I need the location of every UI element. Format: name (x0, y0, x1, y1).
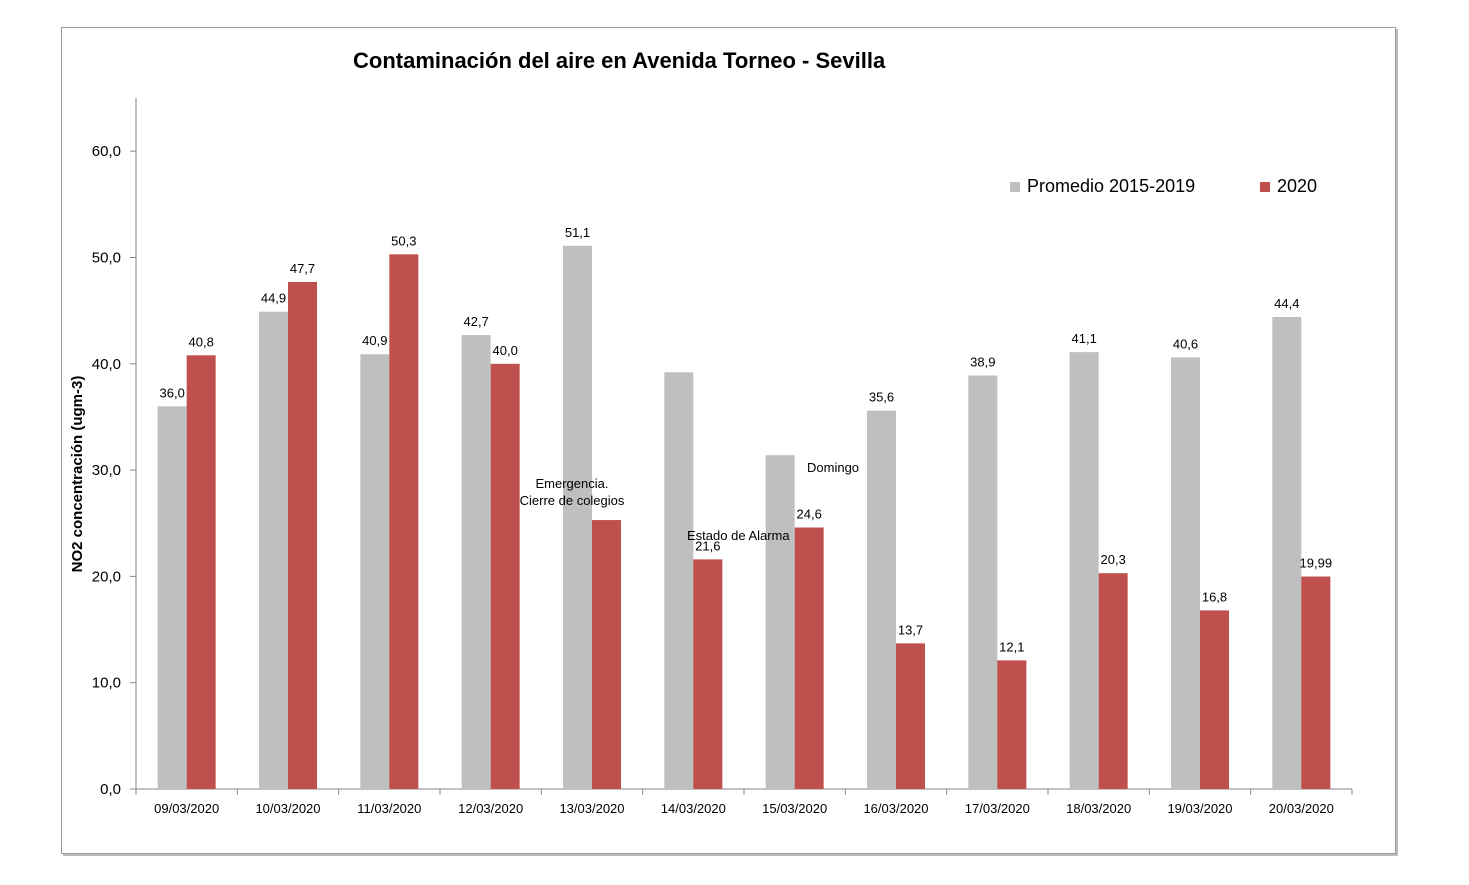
annotation-line: Emergencia. (536, 476, 609, 491)
bar-2020 (794, 527, 824, 789)
x-tick-label: 19/03/2020 (1167, 801, 1232, 816)
annotation-line: Estado de Alarma (687, 528, 790, 543)
bar-promedio (259, 311, 288, 789)
bar-2020 (389, 254, 419, 789)
bar-2020 (997, 660, 1027, 789)
x-tick-label: 11/03/2020 (357, 801, 421, 816)
bar-promedio (563, 245, 592, 789)
data-label: 16,8 (1202, 589, 1227, 604)
data-label: 12,1 (999, 639, 1024, 654)
bar-promedio (968, 375, 998, 789)
y-tick-label: 30,0 (92, 462, 121, 479)
data-label: 40,9 (362, 333, 387, 348)
data-label: 41,1 (1072, 331, 1097, 346)
data-label: 21,6 (695, 538, 720, 553)
chart-frame: Contaminación del aire en Avenida Torneo… (61, 27, 1396, 854)
annotation-line: Cierre de colegios (520, 493, 625, 508)
data-label: 47,7 (290, 261, 315, 276)
x-tick-label: 17/03/2020 (965, 801, 1030, 816)
data-label: 44,4 (1274, 296, 1299, 311)
chart-title: Contaminación del aire en Avenida Torneo… (353, 48, 886, 73)
annotation: Estado de Alarma (687, 528, 790, 543)
y-axis-label: NO2 concentración (ugm-3) (69, 376, 86, 573)
bar-2020 (1098, 573, 1128, 789)
bar-promedio (765, 455, 795, 789)
bar-2020 (693, 559, 723, 789)
data-label: 24,6 (797, 507, 822, 522)
legend-label: 2020 (1277, 176, 1317, 196)
y-tick-label: 60,0 (92, 143, 121, 160)
x-tick-label: 15/03/2020 (762, 801, 827, 816)
bar-2020 (288, 281, 317, 789)
bar-2020 (186, 355, 216, 789)
y-tick-label: 50,0 (92, 250, 121, 267)
data-label: 44,9 (261, 291, 286, 306)
bar-promedio (1272, 317, 1302, 789)
annotation: Domingo (807, 460, 859, 475)
legend-label: Promedio 2015-2019 (1027, 176, 1195, 196)
x-tick-label: 13/03/2020 (559, 801, 624, 816)
data-label: 35,6 (869, 390, 894, 405)
bar-2020 (896, 643, 925, 789)
bar-promedio (461, 335, 491, 789)
data-label: 13,7 (898, 622, 923, 637)
bar-promedio (867, 410, 896, 789)
bar-2020 (490, 363, 520, 789)
x-tick-label: 12/03/2020 (458, 801, 523, 816)
x-tick-label: 10/03/2020 (255, 801, 320, 816)
x-tick-label: 18/03/2020 (1066, 801, 1131, 816)
x-tick-label: 20/03/2020 (1269, 801, 1334, 816)
x-tick-label: 16/03/2020 (863, 801, 928, 816)
annotation-line: Domingo (807, 460, 859, 475)
data-label: 20,3 (1101, 552, 1126, 567)
data-label: 19,99 (1300, 556, 1333, 571)
bar-promedio (1069, 352, 1099, 789)
bar-2020 (1200, 610, 1229, 789)
y-tick-label: 10,0 (92, 675, 121, 692)
x-tick-label: 14/03/2020 (661, 801, 726, 816)
y-tick-label: 40,0 (92, 356, 121, 373)
data-label: 50,3 (391, 233, 416, 248)
x-tick-label: 09/03/2020 (154, 801, 219, 816)
bar-2020 (592, 520, 621, 789)
bar-promedio (1171, 357, 1200, 789)
bar-promedio (664, 372, 694, 789)
data-label: 38,9 (970, 354, 995, 369)
data-label: 36,0 (160, 385, 185, 400)
bar-2020 (1301, 576, 1331, 789)
bar-chart: Contaminación del aire en Avenida Torneo… (69, 48, 1353, 816)
data-label: 40,6 (1173, 336, 1198, 351)
y-tick-label: 0,0 (100, 781, 121, 798)
data-label: 40,8 (189, 334, 214, 349)
legend-swatch (1260, 182, 1270, 192)
data-label: 40,0 (493, 343, 518, 358)
bar-promedio (360, 354, 390, 789)
data-label: 42,7 (464, 314, 489, 329)
legend-swatch (1010, 182, 1020, 192)
data-label: 51,1 (565, 225, 590, 240)
y-tick-label: 20,0 (92, 568, 121, 585)
annotation: Emergencia. Cierre de colegios (520, 476, 625, 508)
bar-promedio (157, 406, 187, 789)
